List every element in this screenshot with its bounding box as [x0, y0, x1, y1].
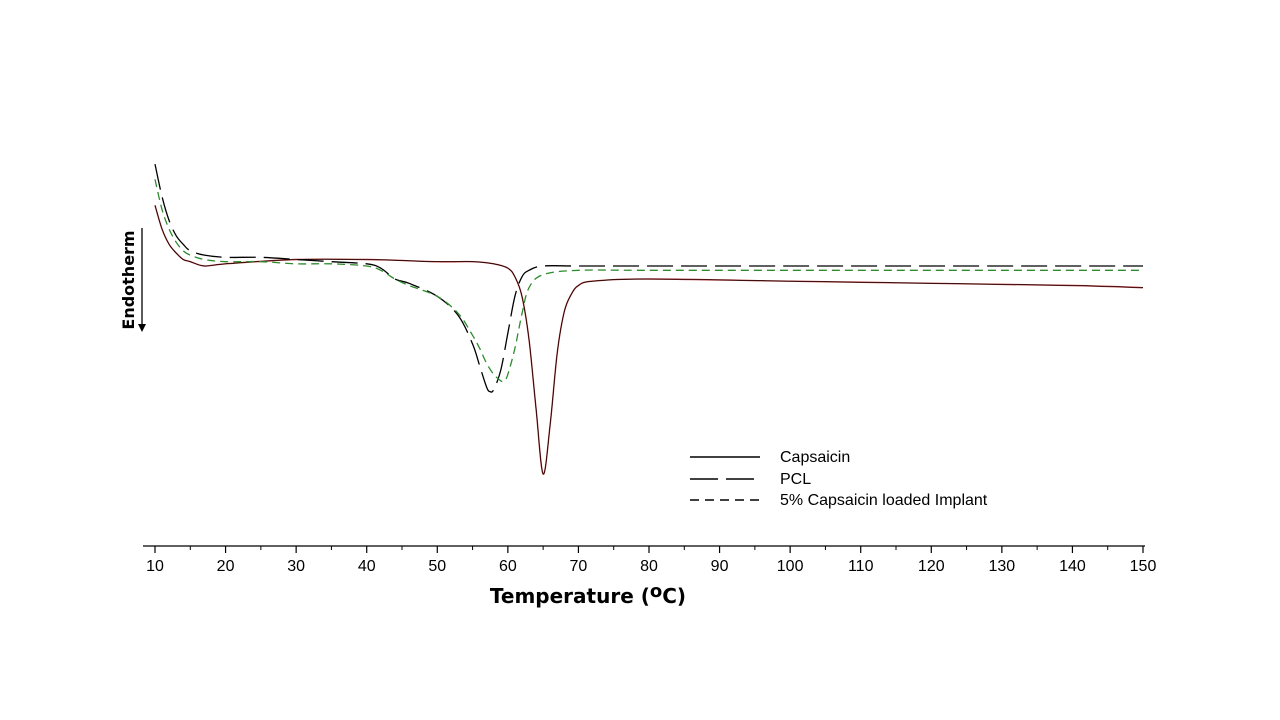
- x-tick-label: 80: [640, 558, 658, 575]
- series-line-implant: [154, 179, 1143, 383]
- x-axis-ticks: 10 20 30 40 50 60 70 80 90 100 110 120 130 140 150: [146, 546, 1156, 575]
- legend-label-implant: 5% Capsaicin loaded Implant: [780, 492, 988, 509]
- x-tick-label: 20: [217, 558, 235, 575]
- x-axis-title: Temperature (oC): [490, 581, 686, 608]
- series-layer: [154, 164, 1144, 475]
- x-tick-label: 50: [428, 558, 446, 575]
- x-axis-title-degree: o: [650, 581, 662, 602]
- x-tick-label: 110: [848, 558, 874, 575]
- x-axis-title-tail: C): [662, 584, 686, 608]
- endotherm-arrowhead-icon: [138, 324, 146, 332]
- x-tick-label: 90: [711, 558, 729, 575]
- x-tick-label: 70: [570, 558, 588, 575]
- x-tick-label: 30: [287, 558, 305, 575]
- series-line-capsaicin-overlay: [154, 205, 1144, 475]
- legend-label-capsaicin: Capsaicin: [780, 449, 850, 466]
- x-tick-label: 150: [1130, 558, 1157, 575]
- x-tick-label: 120: [918, 558, 945, 575]
- x-tick-label: 130: [989, 558, 1016, 575]
- series-line-capsaicin: [154, 205, 1144, 475]
- series-line-pcl: [154, 164, 1143, 393]
- x-tick-label: 140: [1059, 558, 1086, 575]
- x-tick-label: 60: [499, 558, 517, 575]
- legend: Capsaicin PCL 5% Capsaicin loaded Implan…: [690, 449, 988, 509]
- y-axis-title-group: Endotherm: [119, 228, 146, 332]
- y-axis-title: Endotherm: [119, 230, 138, 329]
- x-axis-title-main: Temperature (: [490, 584, 650, 608]
- x-tick-label: 100: [777, 558, 804, 575]
- x-tick-label: 40: [358, 558, 376, 575]
- legend-label-pcl: PCL: [780, 471, 811, 488]
- x-tick-label: 10: [146, 558, 164, 575]
